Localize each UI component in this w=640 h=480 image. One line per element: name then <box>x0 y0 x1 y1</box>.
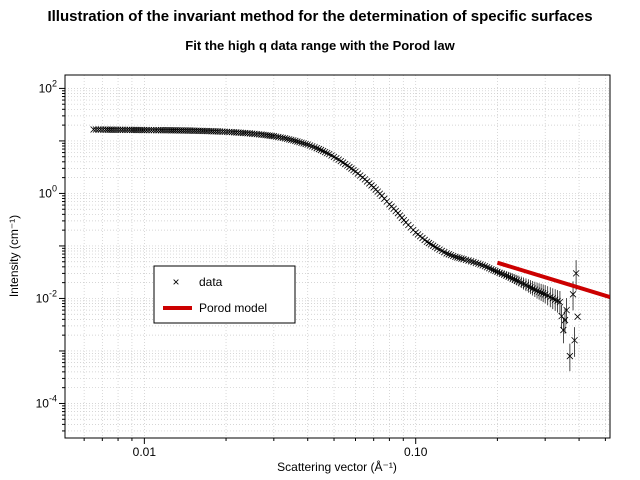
data-point <box>143 126 150 134</box>
data-point <box>443 250 450 257</box>
legend-symbol-data: × <box>172 275 179 289</box>
data-point <box>287 136 295 144</box>
data-point <box>317 146 325 154</box>
data-point <box>294 138 301 145</box>
chart-title: Illustration of the invariant method for… <box>47 8 593 25</box>
data-point <box>323 149 331 157</box>
data-point <box>558 312 565 320</box>
data-point <box>119 126 126 134</box>
data-point <box>92 126 100 133</box>
data-point <box>145 126 153 134</box>
legend: × data Porod model <box>153 265 296 324</box>
data-point <box>289 137 297 144</box>
data-point <box>447 251 455 259</box>
y-tick-label: 100 <box>39 183 57 200</box>
data-point <box>97 126 105 133</box>
data-point <box>470 258 477 266</box>
data-point <box>292 137 299 145</box>
data-point <box>298 139 305 147</box>
data-point <box>321 148 329 156</box>
data-point <box>458 255 465 262</box>
data-point <box>319 147 327 155</box>
data-point <box>302 140 309 148</box>
data-point <box>465 257 472 264</box>
x-axis-title: Scattering vector (Å⁻¹) <box>277 459 397 474</box>
data-point <box>566 352 574 360</box>
data-point <box>569 291 577 298</box>
porod-model-line <box>496 260 610 300</box>
data-point <box>281 135 289 142</box>
data-point <box>300 140 307 147</box>
data-point <box>572 270 580 277</box>
data-point <box>296 138 303 146</box>
chart-subtitle: Fit the high q data range with the Porod… <box>185 38 455 53</box>
y-tick-label: 10-4 <box>36 393 57 410</box>
data-point <box>304 141 312 148</box>
data-point <box>449 252 457 260</box>
legend-box <box>153 265 296 324</box>
plot-frame <box>64 74 611 439</box>
data-point <box>148 126 155 134</box>
data-point <box>279 134 287 142</box>
legend-label-data: data <box>199 275 223 289</box>
data-point <box>124 126 131 134</box>
data-point <box>90 126 97 133</box>
data-point <box>315 145 323 153</box>
data-point <box>472 259 480 267</box>
data-point <box>460 255 467 263</box>
data-point <box>445 250 453 258</box>
data-point <box>452 253 459 261</box>
data-point <box>152 126 160 134</box>
y-axis-title: Intensity (cm⁻¹) <box>7 215 21 297</box>
data-point <box>574 313 581 320</box>
data-point <box>454 254 461 261</box>
legend-label-porod: Porod model <box>199 301 267 315</box>
data-point <box>285 136 293 143</box>
data-point <box>121 126 129 134</box>
data-point <box>308 143 316 150</box>
data-series <box>90 126 581 372</box>
data-point <box>117 126 124 134</box>
x-tick-label: 0.01 <box>133 445 157 459</box>
data-point <box>150 126 158 134</box>
y-tick-label: 102 <box>39 78 57 95</box>
data-point <box>306 142 314 149</box>
data-point <box>556 298 564 306</box>
porod-model-series <box>496 260 610 300</box>
data-point <box>462 256 470 264</box>
y-tick-label: 10-2 <box>36 288 57 305</box>
data-point <box>95 126 102 133</box>
plot-area <box>90 126 610 372</box>
data-point <box>313 144 320 152</box>
x-tick-label: 0.10 <box>404 445 428 459</box>
data-point <box>311 143 318 151</box>
data-point <box>571 336 578 344</box>
data-point <box>456 254 463 262</box>
data-point <box>114 126 122 134</box>
data-point <box>283 135 291 143</box>
axis-ticks: 0.01 0.10 102 100 10-2 10-4 <box>36 78 606 459</box>
data-point <box>563 306 570 314</box>
data-point <box>467 258 475 265</box>
data-point <box>141 126 148 134</box>
